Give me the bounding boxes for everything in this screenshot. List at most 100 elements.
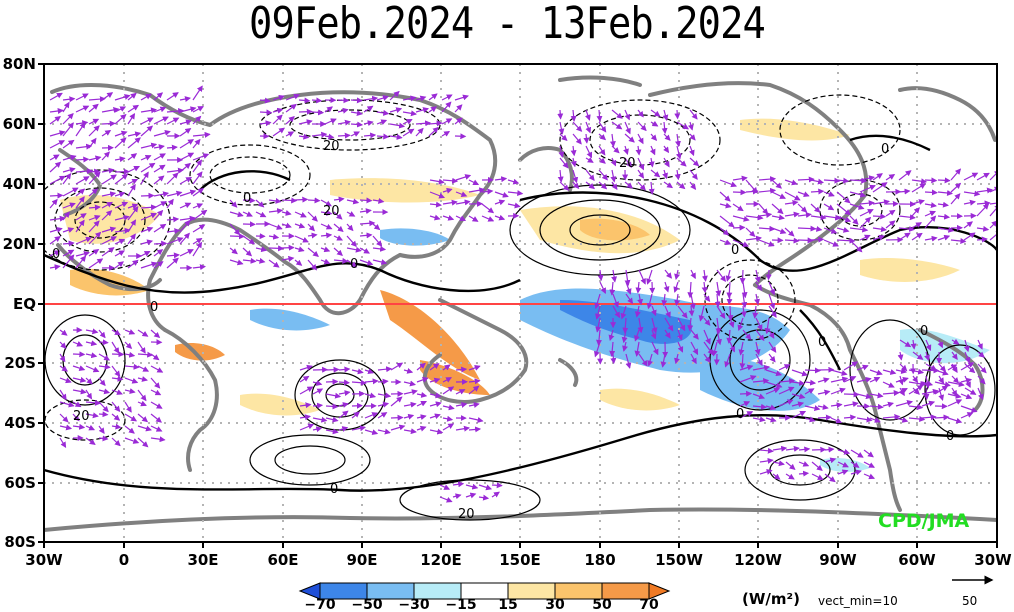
flux-vector — [59, 377, 72, 384]
flux-vector — [124, 401, 132, 413]
flux-vector — [111, 389, 123, 395]
flux-vector — [598, 121, 607, 133]
flux-vector — [415, 127, 424, 137]
flux-vector — [976, 236, 988, 243]
flux-vector — [439, 484, 451, 490]
flux-vector — [85, 389, 93, 400]
flux-vector — [625, 353, 632, 369]
flux-vector — [268, 233, 280, 240]
flux-vector — [85, 412, 99, 419]
flux-vector — [140, 192, 155, 199]
flux-vector — [150, 353, 160, 361]
flux-vector — [507, 190, 524, 197]
colorbar-label: −50 — [351, 597, 382, 612]
flux-vector — [882, 390, 900, 397]
flux-vector — [372, 223, 381, 231]
flux-vector — [872, 234, 885, 241]
flux-vector — [192, 138, 201, 149]
flux-vector — [572, 133, 582, 145]
flux-vector — [689, 157, 700, 167]
flux-vector — [784, 227, 795, 237]
flux-vector — [758, 239, 775, 247]
contour-label: 20 — [458, 507, 475, 522]
flux-vector — [377, 366, 393, 373]
flux-vector — [137, 376, 148, 382]
flux-vector — [817, 389, 831, 396]
flux-vector — [921, 400, 936, 407]
flux-vector — [268, 208, 284, 214]
flux-vector — [664, 329, 671, 339]
flux-vector — [911, 178, 928, 185]
flux-vector — [964, 387, 977, 395]
flux-vector — [837, 448, 851, 455]
flux-vector — [166, 117, 180, 125]
flux-vector — [364, 429, 379, 436]
flux-vector — [950, 193, 961, 205]
flux-vector — [778, 364, 791, 371]
flux-vector — [85, 365, 100, 373]
flux-vector — [49, 215, 66, 222]
flux-vector — [49, 92, 63, 101]
contour-label: 0 — [881, 142, 889, 157]
flux-vector — [153, 153, 166, 161]
flux-vector — [192, 209, 208, 221]
flux-vector — [859, 200, 875, 207]
flux-vector — [611, 269, 618, 283]
flux-vector — [416, 400, 427, 407]
flux-vector — [703, 293, 711, 302]
flux-vector — [442, 404, 455, 411]
flux-vector — [739, 269, 746, 285]
flux-vector — [924, 375, 931, 389]
flux-vector — [898, 170, 912, 181]
flux-vector — [441, 118, 453, 125]
flux-vector — [921, 388, 939, 395]
flux-vector — [114, 214, 130, 221]
flux-vector — [726, 329, 733, 344]
flux-vector — [153, 223, 167, 233]
flux-vector — [899, 363, 908, 372]
flux-vector — [741, 281, 748, 299]
contour-label: 0 — [243, 191, 251, 206]
flux-vector — [727, 305, 734, 322]
flux-vector — [346, 198, 360, 205]
lat-label: 40N — [3, 175, 36, 193]
flux-vector — [771, 191, 787, 199]
flux-vector — [49, 161, 62, 173]
flux-vector — [882, 369, 897, 375]
flux-vector — [311, 97, 323, 104]
contour-label-layer: 20 0 0 20 20 0 0 0 0 0 0 20 0 20 0 0 — [52, 139, 954, 522]
lat-label: EQ — [13, 295, 36, 313]
flux-vector — [299, 364, 313, 371]
flux-vector — [338, 366, 351, 373]
flux-vector — [372, 235, 383, 247]
flux-vector — [934, 414, 950, 421]
flux-vector — [798, 461, 810, 467]
flux-vector — [49, 154, 60, 161]
flux-vector — [127, 259, 139, 269]
flux-vector — [312, 416, 328, 423]
flux-vector — [299, 375, 310, 383]
flux-vector — [402, 128, 415, 137]
flux-vector — [88, 258, 104, 269]
flux-vector — [634, 329, 640, 342]
flux-vector — [49, 250, 61, 257]
flux-vector — [830, 369, 848, 376]
flux-vector — [298, 133, 310, 140]
flux-vector — [229, 247, 238, 255]
flux-vector — [912, 375, 919, 384]
flux-vector — [62, 249, 75, 257]
flux-vector — [570, 109, 577, 122]
flux-vector — [101, 201, 113, 209]
flux-vector — [428, 126, 439, 137]
flux-vector — [442, 214, 455, 221]
flux-vector — [739, 375, 757, 383]
flux-vector — [312, 380, 323, 386]
contour-label: 20 — [619, 156, 636, 171]
flux-vector — [897, 351, 904, 361]
flux-vector — [98, 411, 109, 418]
flux-vector — [872, 173, 883, 181]
flux-vector — [124, 377, 139, 384]
flux-vector — [478, 494, 490, 501]
flux-vector — [745, 235, 762, 242]
flux-vector — [140, 117, 154, 125]
